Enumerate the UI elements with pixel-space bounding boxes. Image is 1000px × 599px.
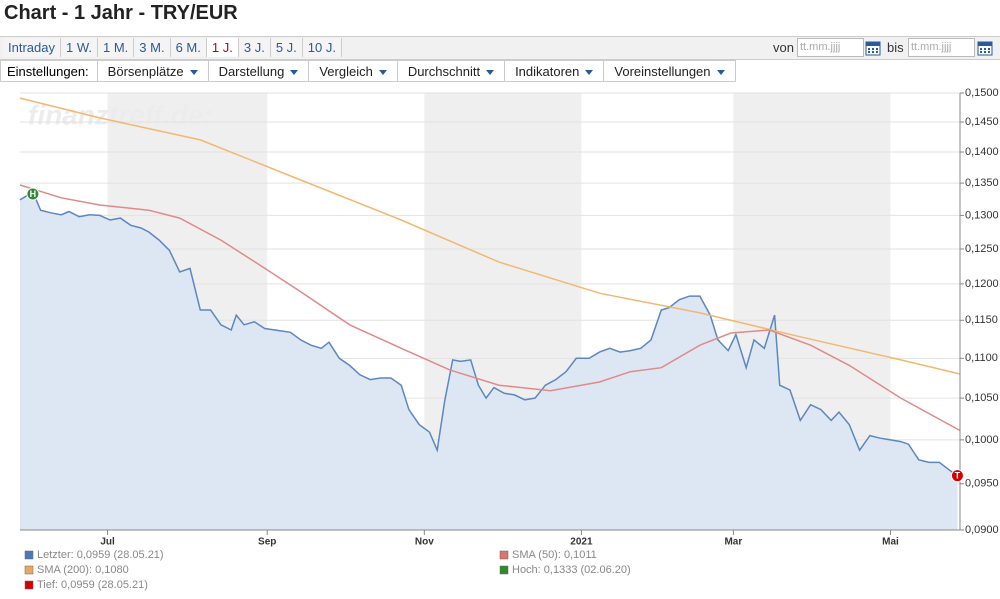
menu-list: Einstellungen: Börsenplätze Darstellung Ve…	[0, 60, 736, 82]
dropdown-menu[interactable]: Darstellung	[208, 60, 310, 82]
legend-label: Letzter: 0,0959 (28.05.21)	[37, 549, 164, 561]
line	[19, 191, 958, 477]
period-tab[interactable]: 5 J.	[270, 38, 303, 57]
marker-label: H	[30, 189, 37, 199]
period-tab[interactable]: 3 M.	[134, 38, 171, 57]
legend-label: Hoch: 0,1333 (02.06.20)	[512, 564, 631, 576]
extreme-marker	[950, 469, 964, 483]
y-tick-label: 0,1050	[965, 392, 999, 404]
x-tick-label: 2021	[570, 537, 593, 548]
dropdown-menu[interactable]: Durchschnitt	[397, 60, 506, 82]
y-tick-label: 0,1350	[965, 177, 999, 189]
legend-swatch	[24, 580, 34, 590]
period-tab[interactable]: 1 W.	[60, 38, 98, 57]
y-tick-label: 0,0900	[965, 524, 999, 536]
watermark: finanztreff.de:	[28, 99, 213, 130]
y-tick-label: 0,1400	[965, 146, 999, 158]
to-input[interactable]: tt.mm.jjjj	[908, 38, 975, 57]
from-label: von	[773, 40, 794, 55]
dropdown-menu[interactable]: Vergleich	[309, 60, 398, 82]
y-tick-label: 0,1300	[965, 209, 999, 221]
page-title: Chart - 1 Jahr - TRY/EUR	[4, 2, 238, 24]
x-tick-label: Mar	[724, 537, 742, 548]
line	[19, 97, 961, 375]
extreme-marker	[26, 187, 40, 201]
legend-label: SMA (50): 0,1011	[512, 549, 597, 561]
period-tabs: Intraday 1 W. 1 M. 3 M. 6 M. 1 J. 3 J. 5 J. 10 J…	[3, 38, 342, 57]
period-tab[interactable]: 10 J.	[302, 38, 342, 57]
period-tab[interactable]: 1 J.	[206, 38, 239, 57]
legend-swatch	[499, 565, 509, 575]
y-tick-label: 0,1000	[965, 434, 999, 446]
period-tab[interactable]: Intraday	[3, 38, 61, 57]
y-tick-label: 0,1250	[965, 243, 999, 255]
x-tick-label: Sep	[258, 537, 276, 548]
calendar-icon[interactable]	[865, 40, 881, 56]
to-label: bis	[887, 40, 904, 55]
y-tick-label: 0,1150	[965, 314, 998, 326]
dropdown-menu[interactable]: Voreinstellungen	[604, 60, 736, 82]
legend-label: Tief: 0,0959 (28.05.21)	[37, 579, 148, 591]
period-tab[interactable]: 3 J.	[238, 38, 271, 57]
period-tab[interactable]: 6 M.	[170, 38, 207, 57]
calendar-icon[interactable]	[977, 40, 993, 56]
y-tick-label: 0,1500	[965, 87, 999, 99]
line	[19, 184, 961, 432]
legend-swatch	[24, 550, 34, 560]
x-tick-label: Nov	[415, 537, 434, 548]
y-tick-label: 0,1200	[965, 278, 999, 290]
area	[20, 192, 958, 530]
marker-label: T	[955, 471, 961, 481]
legend-swatch	[24, 565, 34, 575]
settings-bar: Einstellungen: Börsenplätze Darstellung Ve…	[0, 60, 1000, 82]
y-tick-label: 0,1100	[965, 352, 998, 364]
x-tick-label: Mai	[882, 537, 899, 548]
x-tick-label: Jul	[100, 537, 115, 548]
period-tab[interactable]: 1 M.	[98, 38, 135, 57]
legend-label: SMA (200): 0,1080	[37, 564, 129, 576]
dropdown-menu[interactable]: Börsenplätze	[97, 60, 209, 82]
y-tick-label: 0,1450	[965, 116, 999, 128]
legend-swatch	[499, 550, 509, 560]
y-tick-label: 0,0950	[965, 478, 999, 490]
from-input[interactable]: tt.mm.jjjj	[797, 38, 864, 57]
